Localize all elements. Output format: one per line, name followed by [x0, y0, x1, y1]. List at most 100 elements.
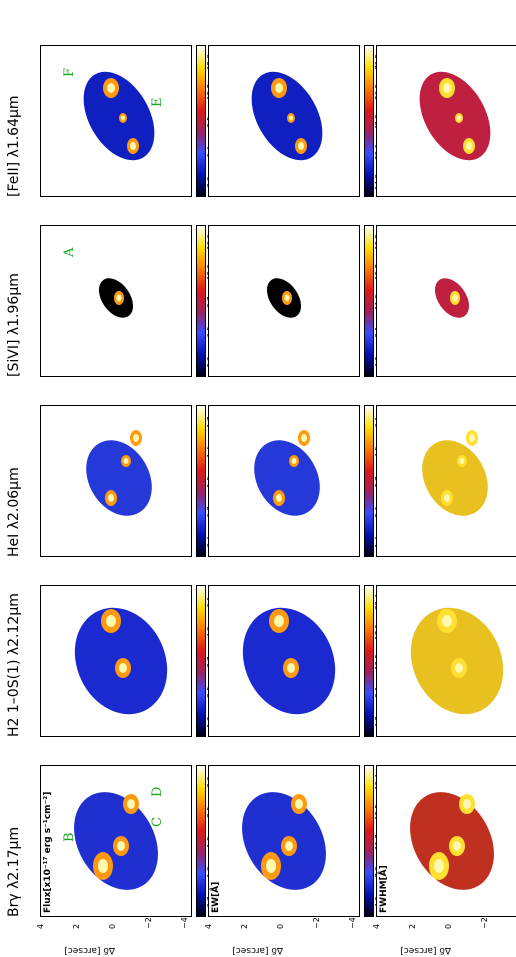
y-axis-tick: 2 — [240, 923, 249, 929]
hotspot-core — [106, 615, 116, 627]
hotspot-core — [442, 615, 452, 627]
y-axis-tick: 2 — [408, 923, 417, 929]
hotspot-core — [298, 142, 304, 150]
hotspot-core — [123, 458, 129, 464]
y-axis-tick: 0 — [444, 923, 453, 929]
hotspot-core — [108, 494, 114, 502]
y-axis-label-r1: Δδ [arcsec] — [232, 945, 283, 955]
hotspot-core — [455, 663, 463, 673]
y-axis-label-r0: Δδ [arcsec] — [64, 945, 115, 955]
map-panel-c0-r2 — [376, 765, 516, 917]
map-panel-c2-r1 — [208, 405, 360, 557]
colorbar-c4-r1 — [364, 45, 374, 197]
y-axis-tick: −2 — [480, 917, 489, 929]
colorbar-c0-r1 — [364, 765, 374, 917]
colorbar-c0-r0 — [196, 765, 206, 917]
y-axis-tick: −2 — [144, 917, 153, 929]
emission-region — [251, 71, 323, 161]
hotspot-core — [121, 115, 125, 121]
marker-label-F: F — [62, 67, 77, 77]
hotspot-core — [289, 115, 293, 121]
colorbar-c4-r0 — [196, 45, 206, 197]
hotspot-core — [434, 859, 444, 873]
hotspot-core — [301, 434, 307, 442]
hotspot-core — [457, 115, 461, 121]
column-title-2: HeI λ2.06μm — [6, 467, 22, 557]
hotspot-core — [466, 142, 472, 150]
hotspot-core — [130, 142, 136, 150]
panel-quantity-label-r0: Flux[x10⁻¹⁷ erg s⁻¹cm⁻²] — [43, 791, 53, 913]
panel-quantity-label-r2: FWHM[Å] — [379, 865, 389, 913]
y-axis-tick: 0 — [108, 923, 117, 929]
hotspot-core — [274, 615, 284, 627]
hotspot-core — [285, 841, 293, 851]
colorbar-c2-r0 — [196, 405, 206, 557]
hotspot-core — [444, 494, 450, 502]
colorbar-c1-r1 — [364, 585, 374, 737]
hotspot-core — [452, 294, 458, 302]
hotspot-core — [107, 83, 115, 93]
y-axis-label-r2: Δδ [arcsec] — [400, 945, 451, 955]
map-panel-c3-r1 — [208, 225, 360, 377]
marker-label-E: E — [150, 97, 165, 108]
map-panel-c3-r0 — [40, 225, 192, 377]
map-panel-c4-r2 — [376, 45, 516, 197]
map-panel-c4-r0 — [40, 45, 192, 197]
map-panel-c2-r0 — [40, 405, 192, 557]
map-panel-c2-r2 — [376, 405, 516, 557]
hotspot-core — [443, 83, 451, 93]
marker-label-D: D — [150, 786, 165, 797]
colorbar-c2-r1 — [364, 405, 374, 557]
hotspot-core — [127, 799, 135, 809]
map-panel-c1-r0 — [40, 585, 192, 737]
hotspot-core — [295, 799, 303, 809]
emission-region — [86, 440, 152, 516]
marker-label-B: B — [62, 832, 77, 842]
colorbar-c3-r1 — [364, 225, 374, 377]
hotspot-core — [459, 458, 465, 464]
hotspot-core — [133, 434, 139, 442]
y-axis-tick: 0 — [276, 923, 285, 929]
y-axis-tick: 4 — [36, 923, 45, 929]
map-panel-c0-r1 — [208, 765, 360, 917]
marker-label-A: A — [62, 247, 77, 257]
y-axis-tick: 4 — [372, 923, 381, 929]
emission-region — [83, 71, 155, 161]
hotspot-core — [275, 83, 283, 93]
map-panel-c1-r2 — [376, 585, 516, 737]
column-title-0: Brγ λ2.17μm — [6, 826, 22, 917]
hotspot-core — [469, 434, 475, 442]
map-panel-c1-r1 — [208, 585, 360, 737]
y-axis-tick: 4 — [204, 923, 213, 929]
hotspot-core — [463, 799, 471, 809]
hotspot-core — [453, 841, 461, 851]
column-title-3: [SiVI] λ1.96μm — [6, 273, 22, 377]
emission-region — [419, 71, 491, 161]
map-panel-c0-r0 — [40, 765, 192, 917]
marker-label-C: C — [150, 817, 165, 827]
hotspot-core — [287, 663, 295, 673]
hotspot-core — [116, 294, 122, 302]
hotspot-core — [284, 294, 290, 302]
column-title-1: H2 1–0S(1) λ2.12μm — [6, 593, 22, 737]
map-panel-c4-r1 — [208, 45, 360, 197]
hotspot-core — [117, 841, 125, 851]
hotspot-core — [98, 859, 108, 873]
map-panel-c3-r2 — [376, 225, 516, 377]
y-axis-tick: −2 — [312, 917, 321, 929]
emission-region — [254, 440, 320, 516]
hotspot-core — [291, 458, 297, 464]
y-axis-tick: 2 — [72, 923, 81, 929]
hotspot-core — [266, 859, 276, 873]
colorbar-c1-r0 — [196, 585, 206, 737]
y-axis-tick: −4 — [348, 917, 357, 929]
emission-region — [422, 440, 488, 516]
panel-quantity-label-r1: EW[Å] — [211, 881, 221, 913]
hotspot-core — [276, 494, 282, 502]
column-title-4: [FeII] λ1.64μm — [6, 95, 22, 197]
colorbar-c3-r0 — [196, 225, 206, 377]
hotspot-core — [119, 663, 127, 673]
y-axis-tick: −4 — [180, 917, 189, 929]
